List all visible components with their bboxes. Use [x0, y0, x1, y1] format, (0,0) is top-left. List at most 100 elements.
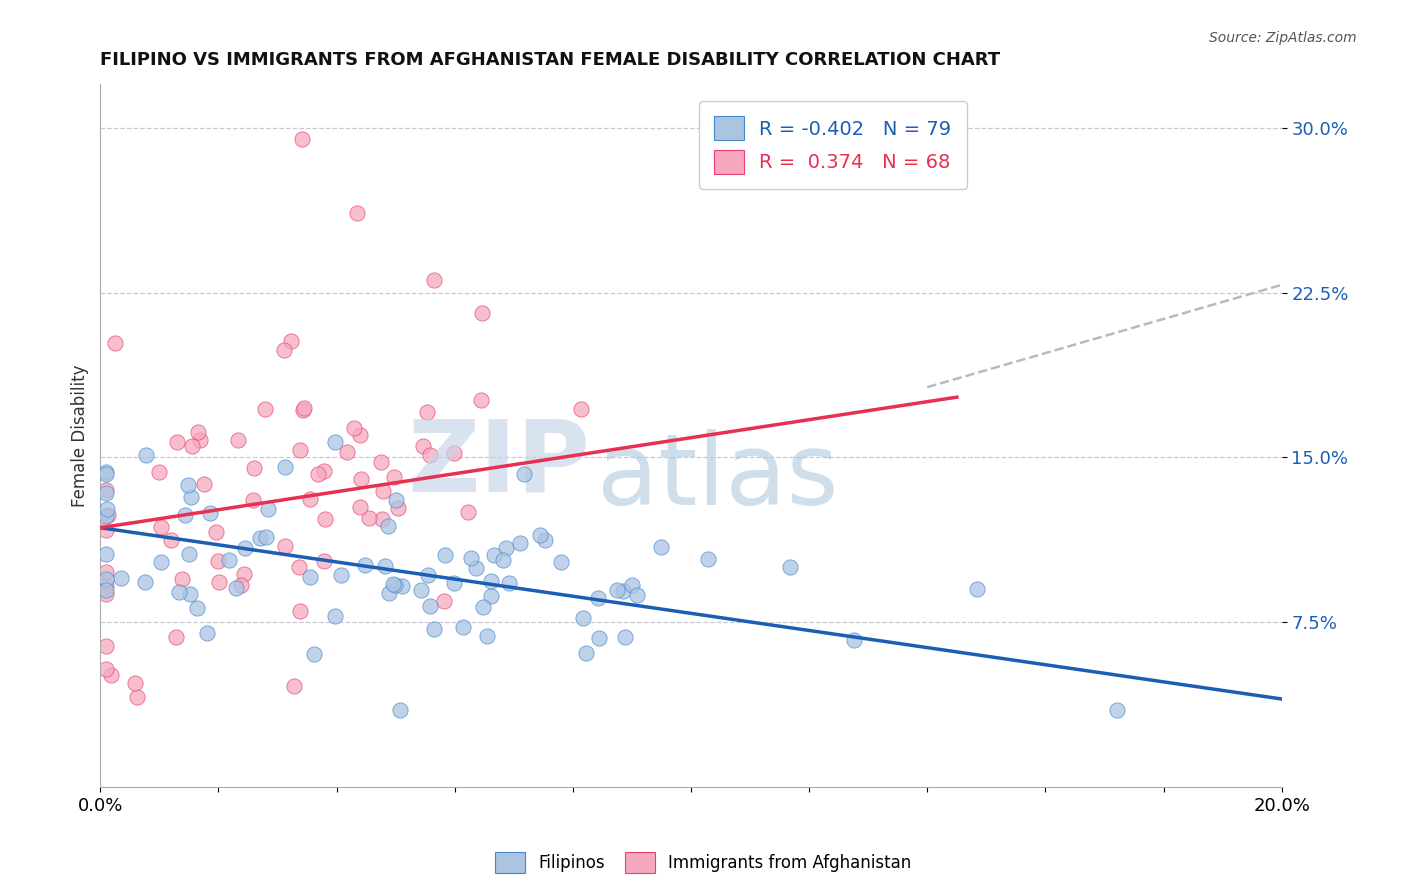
- Point: [96, 483, 118, 498]
- Point: [96, 639, 118, 653]
- Point: [273, 343, 295, 357]
- Point: [312, 554, 335, 568]
- Point: [208, 575, 231, 590]
- Point: [586, 591, 609, 606]
- Point: [472, 600, 495, 615]
- Point: [482, 549, 505, 563]
- Point: [471, 306, 494, 320]
- Point: [176, 478, 198, 492]
- Point: [391, 579, 413, 593]
- Point: [135, 448, 157, 462]
- Point: [323, 608, 346, 623]
- Point: [312, 464, 335, 478]
- Point: [513, 467, 536, 481]
- Point: [457, 505, 479, 519]
- Point: [377, 519, 399, 533]
- Point: [354, 558, 377, 573]
- Point: [249, 531, 271, 545]
- Point: [188, 434, 211, 448]
- Point: [96, 565, 118, 579]
- Point: [292, 403, 315, 417]
- Point: [470, 392, 492, 407]
- Point: [626, 588, 648, 602]
- Point: [205, 525, 228, 540]
- Point: [842, 632, 865, 647]
- Point: [100, 668, 122, 682]
- Point: [371, 484, 394, 499]
- Point: [307, 467, 329, 481]
- Point: [299, 492, 322, 507]
- Point: [193, 477, 215, 491]
- Point: [384, 493, 406, 508]
- Point: [125, 690, 148, 705]
- Point: [160, 533, 183, 548]
- Point: [382, 470, 405, 484]
- Point: [96, 523, 118, 537]
- Point: [218, 552, 240, 566]
- Point: [416, 405, 439, 419]
- Text: ZIP: ZIP: [408, 415, 591, 512]
- Point: [96, 579, 118, 593]
- Point: [233, 541, 256, 555]
- Point: [330, 567, 353, 582]
- Point: [336, 445, 359, 459]
- Point: [443, 576, 465, 591]
- Point: [274, 460, 297, 475]
- Point: [290, 132, 312, 146]
- Point: [574, 646, 596, 660]
- Point: [186, 601, 208, 615]
- Point: [613, 630, 636, 644]
- Point: [180, 490, 202, 504]
- Point: [225, 581, 247, 595]
- Point: [288, 442, 311, 457]
- Point: [134, 575, 156, 590]
- Point: [443, 446, 465, 460]
- Point: [231, 578, 253, 592]
- Point: [388, 703, 411, 717]
- Point: [148, 465, 170, 479]
- Point: [569, 402, 592, 417]
- Legend: R = -0.402   N = 79, R =  0.374   N = 68: R = -0.402 N = 79, R = 0.374 N = 68: [699, 101, 967, 189]
- Point: [181, 439, 204, 453]
- Point: [1105, 703, 1128, 717]
- Point: [419, 599, 441, 614]
- Point: [228, 433, 250, 447]
- Point: [150, 520, 173, 534]
- Point: [419, 448, 441, 462]
- Point: [479, 574, 502, 589]
- Point: [96, 582, 118, 597]
- Point: [283, 679, 305, 693]
- Point: [187, 425, 209, 439]
- Point: [165, 630, 187, 644]
- Point: [149, 555, 172, 569]
- Point: [179, 547, 201, 561]
- Point: [97, 508, 120, 522]
- Point: [288, 604, 311, 618]
- Point: [534, 533, 557, 548]
- Point: [96, 572, 118, 586]
- Point: [314, 512, 336, 526]
- Point: [479, 590, 502, 604]
- Point: [96, 508, 118, 523]
- Point: [288, 560, 311, 574]
- Point: [96, 587, 118, 601]
- Point: [280, 334, 302, 348]
- Point: [257, 501, 280, 516]
- Point: [96, 662, 118, 676]
- Point: [174, 508, 197, 522]
- Point: [498, 575, 520, 590]
- Point: [477, 629, 499, 643]
- Point: [697, 552, 720, 566]
- Point: [96, 485, 118, 500]
- Point: [550, 555, 572, 569]
- Point: [96, 465, 118, 479]
- Point: [349, 428, 371, 442]
- Point: [96, 502, 118, 516]
- Point: [606, 582, 628, 597]
- Point: [166, 435, 188, 450]
- Point: [371, 512, 394, 526]
- Point: [387, 500, 409, 515]
- Point: [378, 586, 401, 600]
- Point: [509, 536, 531, 550]
- Point: [243, 461, 266, 475]
